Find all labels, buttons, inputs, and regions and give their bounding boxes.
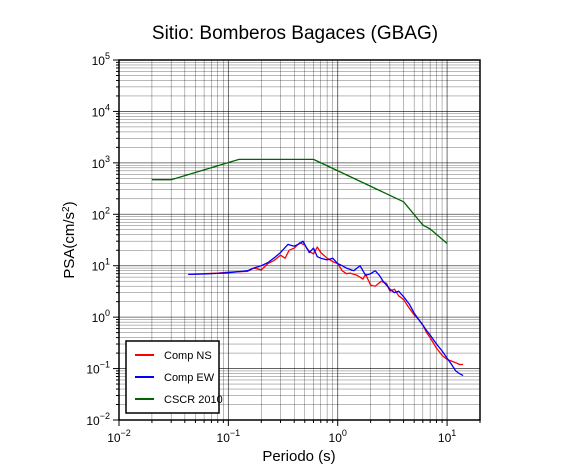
x-tick-label-exp: 0: [342, 428, 347, 438]
y-tick-label: 105: [92, 51, 110, 68]
y-tick-label-exp: −2: [100, 411, 110, 421]
x-tick-label-base: 10: [217, 431, 231, 445]
x-axis-label: Periodo (s): [262, 448, 335, 465]
y-axis-label-base: PSA(cm/s: [61, 212, 78, 279]
y-tick-label-exp: 3: [105, 154, 110, 164]
y-tick-label: 104: [92, 102, 110, 119]
series-line: [151, 158, 448, 244]
y-tick-label: 103: [92, 154, 110, 171]
chart-title: Sitio: Bomberos Bagaces (GBAG): [152, 23, 438, 44]
x-tick-label: 10−1: [217, 428, 241, 445]
y-tick-label-exp: 2: [105, 205, 110, 215]
y-tick-label-base: 10: [86, 414, 100, 428]
y-tick-label-base: 10: [92, 105, 106, 119]
y-tick-label: 101: [92, 257, 110, 274]
y-tick-label-base: 10: [92, 54, 106, 68]
x-tick-label: 10−2: [107, 428, 131, 445]
x-tick-label-base: 10: [438, 431, 452, 445]
y-tick-label-base: 10: [92, 260, 106, 274]
legend: Comp NS Comp EW CSCR 2010: [125, 340, 223, 414]
x-tick-label-exp: −1: [230, 428, 240, 438]
legend-label: Comp NS: [164, 350, 212, 362]
y-tick-label: 10−2: [86, 411, 110, 428]
x-tick-label-exp: 1: [451, 428, 456, 438]
y-tick-label-base: 10: [92, 208, 106, 222]
y-tick-label: 100: [92, 308, 110, 325]
x-tick-label-base: 10: [329, 431, 343, 445]
y-tick-label-exp: 5: [105, 51, 110, 61]
y-axis-label: PSA(cm/s2): [61, 201, 79, 278]
x-tick-label: 101: [438, 428, 456, 445]
x-tick-label-base: 10: [107, 431, 121, 445]
y-tick-label: 102: [92, 205, 110, 222]
y-tick-label-exp: −1: [100, 360, 110, 370]
series-layer: [151, 158, 464, 377]
y-tick-label-base: 10: [92, 311, 106, 325]
plot-frame: [118, 59, 481, 421]
y-tick-label-base: 10: [86, 363, 100, 377]
y-tick-label-base: 10: [92, 157, 106, 171]
x-tick-label: 100: [329, 428, 347, 445]
y-axis-label-sup: 2: [61, 206, 72, 212]
y-tick-label: 10−1: [86, 360, 110, 377]
x-tick-label-exp: −2: [121, 428, 131, 438]
series-line: [188, 242, 464, 366]
y-tick-label-exp: 0: [105, 308, 110, 318]
series-line: [188, 240, 464, 377]
y-tick-label-exp: 1: [105, 257, 110, 267]
legend-label: CSCR 2010: [164, 394, 223, 406]
y-tick-label-exp: 4: [105, 102, 110, 112]
legend-label: Comp EW: [164, 372, 215, 384]
y-axis-label-close: ): [61, 201, 78, 206]
